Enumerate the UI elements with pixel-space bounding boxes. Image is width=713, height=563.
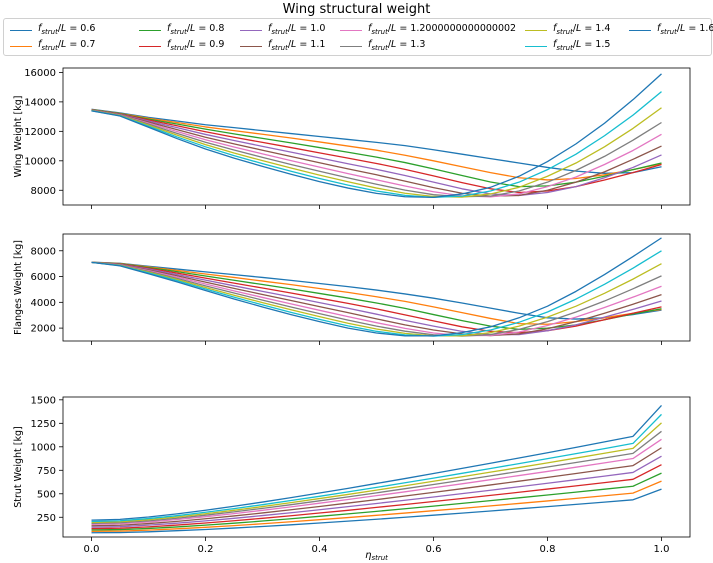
panel-2: 2000 4000 6000 8000 Flanges Weight [kg]: [13, 233, 691, 345]
series-line: [91, 108, 662, 181]
legend-label: fstrut/L = 1.2000000000000002: [368, 23, 517, 36]
legend-label: fstrut/L = 1.3: [368, 39, 426, 52]
y-tick-label: 4000: [31, 298, 56, 309]
legend-swatch: [10, 45, 32, 47]
series-line: [91, 261, 662, 337]
plot-frame: [62, 233, 691, 342]
y-tick-label: 14000: [24, 97, 56, 108]
legend: fstrut/L = 0.6 fstrut/L = 0.7 fstrut/L = 0…: [3, 18, 713, 56]
plot-frame: [62, 67, 691, 206]
y-axis-label: Strut Weight [kg]: [13, 426, 24, 508]
legend-swatch: [240, 29, 262, 31]
series-line: [91, 447, 662, 527]
series-line: [91, 261, 662, 325]
series-line: [91, 109, 662, 198]
legend-swatch: [340, 45, 362, 47]
legend-entry: fstrut/L = 1.2000000000000002: [340, 22, 516, 36]
series-line: [91, 73, 662, 198]
y-axis-label: Wing Weight [kg]: [13, 96, 24, 178]
series-line: [91, 108, 662, 174]
legend-label: fstrut/L = 1.6: [657, 23, 713, 36]
legend-swatch: [139, 29, 161, 31]
legend-swatch: [10, 29, 32, 31]
legend-label: fstrut/L = 1.4: [553, 23, 611, 36]
series-line: [91, 261, 662, 337]
x-tick-label: 0.0: [84, 544, 100, 555]
legend-label: fstrut/L = 0.8: [167, 23, 225, 36]
panel-3: 250 500 750 1000 1250 1500 0.0 0.2 0.4 0.6 0.8 1.0 S…: [13, 395, 691, 555]
legend-entry: fstrut/L = 0.9: [139, 38, 224, 52]
series-line: [91, 488, 662, 534]
series-line: [91, 109, 662, 197]
y-tick-label: 10000: [24, 156, 56, 167]
series-line: [91, 261, 662, 334]
series-line: [91, 109, 662, 197]
legend-entry: fstrut/L = 1.1: [240, 38, 325, 52]
legend-label: fstrut/L = 1.5: [553, 39, 611, 52]
legend-entry: fstrut/L = 1.5: [525, 38, 610, 52]
y-tick-label: 6000: [31, 272, 56, 283]
series-line: [91, 472, 662, 531]
series-line: [91, 261, 662, 337]
series-line: [91, 91, 662, 198]
x-tick-label: 0.8: [540, 544, 556, 555]
legend-swatch: [629, 29, 651, 31]
series-line: [91, 107, 662, 198]
y-tick-label: 500: [37, 489, 56, 500]
y-tick-label: 750: [37, 466, 56, 477]
legend-swatch: [139, 45, 161, 47]
legend-entry: fstrut/L = 1.0: [240, 22, 325, 36]
y-tick-label: 1500: [31, 395, 56, 406]
y-axis-label: Flanges Weight [kg]: [13, 240, 24, 335]
series-line: [91, 464, 662, 530]
legend-swatch: [525, 29, 547, 31]
series-line: [91, 261, 662, 320]
x-tick-label: 1.0: [654, 544, 670, 555]
legend-entry: fstrut/L = 0.8: [139, 22, 224, 36]
legend-entry: fstrut/L = 0.6: [10, 22, 95, 36]
series-line: [91, 261, 662, 331]
series-line: [91, 413, 662, 523]
series-line: [91, 438, 662, 525]
legend-swatch: [240, 45, 262, 47]
legend-label: fstrut/L = 1.1: [268, 39, 326, 52]
y-tick-label: 2000: [31, 324, 56, 335]
legend-label: fstrut/L = 0.7: [38, 39, 96, 52]
series-line: [91, 422, 662, 524]
y-tick-label: 8000: [31, 186, 56, 197]
y-tick-label: 1000: [31, 442, 56, 453]
x-tick-label: 0.4: [312, 544, 328, 555]
legend-swatch: [340, 29, 362, 31]
legend-label: fstrut/L = 1.0: [268, 23, 326, 36]
y-tick-label: 12000: [24, 127, 56, 138]
series-line: [91, 109, 662, 188]
legend-entry: fstrut/L = 1.3: [340, 38, 425, 52]
x-tick-label: 0.6: [426, 544, 442, 555]
series-line: [91, 405, 662, 521]
series-line: [91, 455, 662, 528]
series-line: [91, 250, 662, 337]
plot-frame: [62, 396, 691, 538]
series-line: [91, 430, 662, 525]
series-line: [91, 261, 662, 336]
legend-entry: fstrut/L = 1.6: [629, 22, 713, 36]
series-line: [91, 480, 662, 533]
legend-entry: fstrut/L = 1.4: [525, 22, 610, 36]
x-tick-label: 0.2: [198, 544, 214, 555]
chart-title: Wing structural weight: [282, 2, 431, 17]
legend-entry: fstrut/L = 0.7: [10, 38, 95, 52]
series-line: [91, 109, 662, 198]
legend-swatch: [525, 45, 547, 47]
legend-label: fstrut/L = 0.9: [167, 39, 225, 52]
y-tick-label: 250: [37, 513, 56, 524]
panel-1: 8000 10000 12000 14000 16000 Wing Weight [kg]: [13, 67, 691, 209]
y-tick-label: 1250: [31, 419, 56, 430]
y-tick-label: 8000: [31, 246, 56, 257]
series-line: [91, 237, 662, 337]
legend-label: fstrut/L = 0.6: [38, 23, 96, 36]
y-tick-label: 16000: [24, 68, 56, 79]
x-axis-label: ηstrut: [365, 550, 388, 562]
series-line: [91, 261, 662, 337]
